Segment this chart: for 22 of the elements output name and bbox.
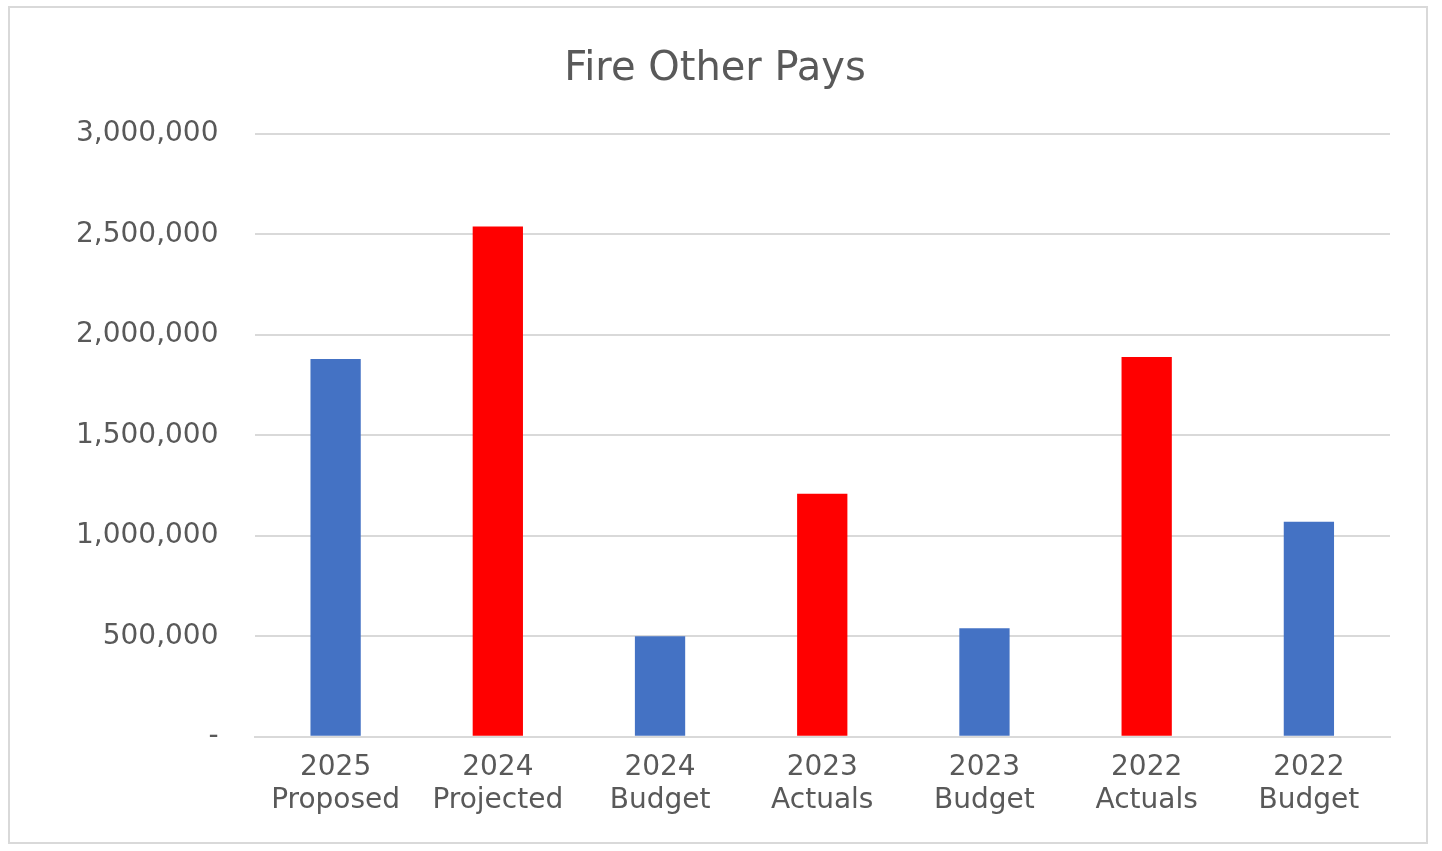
bar [797,493,848,736]
x-tick-label: 2024 Projected [432,748,564,816]
x-tick-label: 2022 Budget [1258,748,1360,816]
bar [472,226,523,736]
x-tick-label: 2023 Budget [934,748,1035,816]
bar [634,636,686,736]
chart-title: Fire Other Pays [564,43,866,90]
y-tick-label: 2,500,000 [75,215,219,249]
bar [310,359,361,736]
bar [959,628,1010,736]
y-tick-label: 1,500,000 [75,416,219,450]
x-tick-label: 2024 Budget [609,748,711,816]
y-tick-label: - [208,718,219,752]
x-tick-label: 2022 Actuals [1095,748,1198,816]
y-tick-label: 1,000,000 [75,517,219,551]
y-tick-label: 2,000,000 [75,316,219,350]
y-tick-label: 3,000,000 [75,115,219,149]
bar [1283,521,1335,736]
bar [1121,357,1172,736]
y-tick-label: 500,000 [102,617,219,651]
x-tick-label: 2025 Proposed [271,748,401,816]
x-tick-label: 2023 Actuals [771,748,874,816]
